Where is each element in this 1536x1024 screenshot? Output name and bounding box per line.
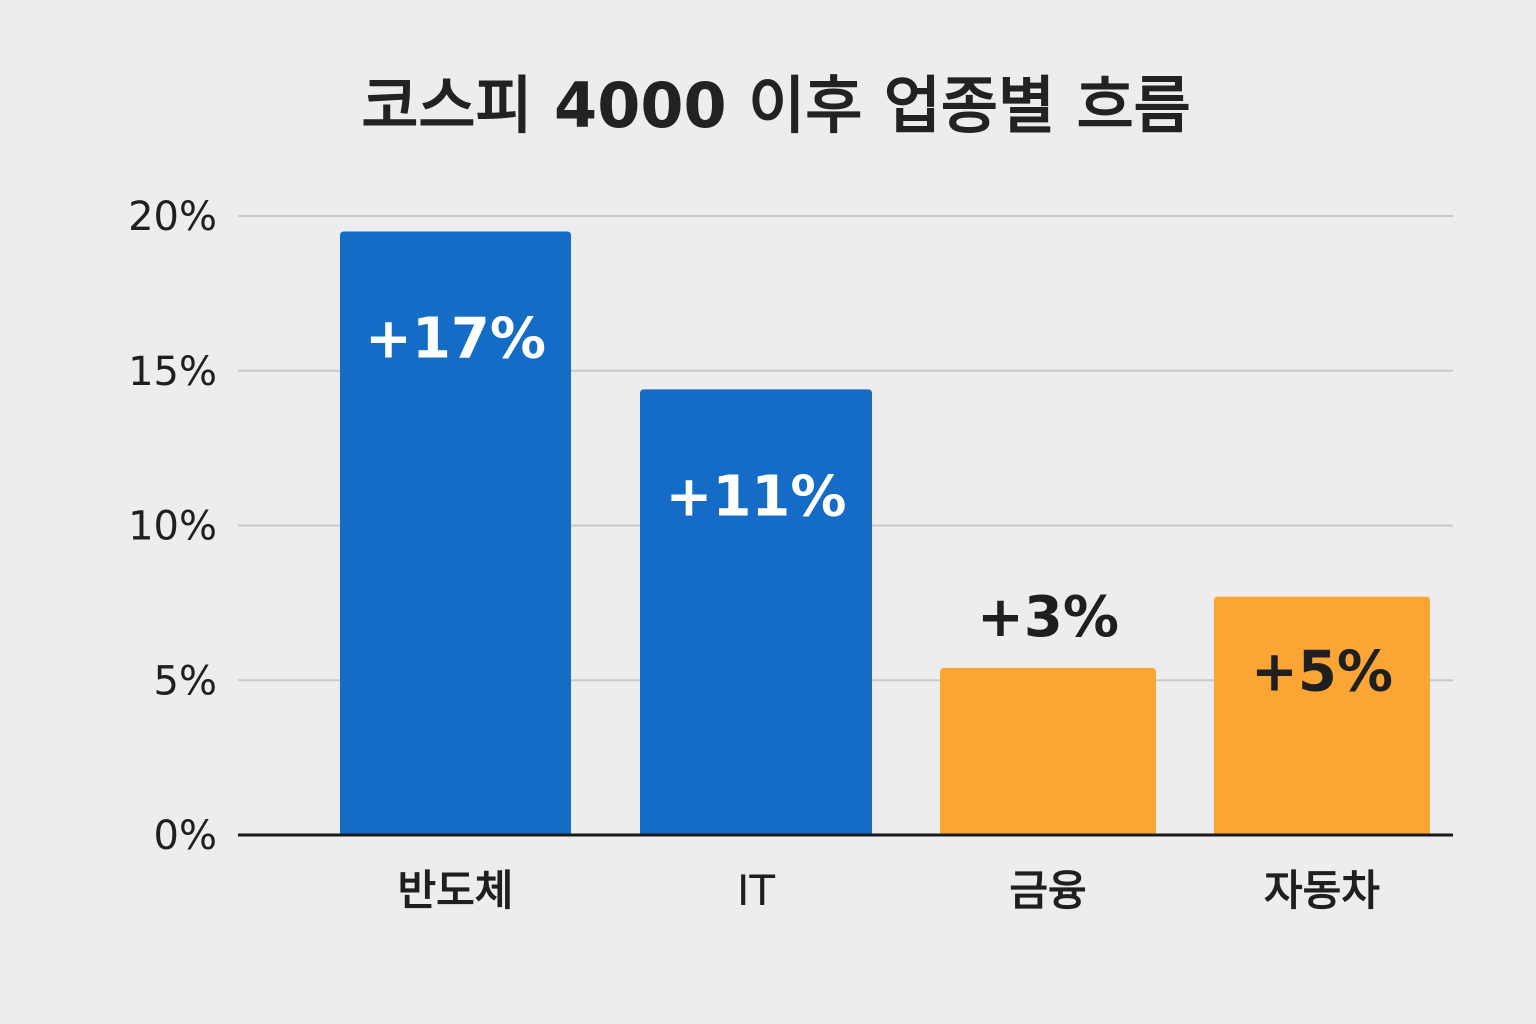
bars [340,231,1430,836]
bar [640,389,872,835]
y-tick-label: 10% [128,504,217,550]
x-tick-label: 금융 [1009,866,1086,915]
y-tick-label: 0% [154,813,217,859]
x-tick-label: 자동차 [1264,866,1380,915]
x-axis-ticks: 반도체 IT 금융 자동차 [398,866,1381,915]
data-label: +11% [666,464,847,529]
y-tick-label: 5% [154,658,217,704]
bar [340,231,571,836]
data-labels: +17% +11% +3% +5% [365,306,1393,704]
chart-title: 코스피 4000 이후 업종별 흐름 [361,69,1190,142]
y-tick-label: 15% [128,349,217,395]
bar [1214,596,1430,835]
x-tick-label: 반도체 [398,866,514,915]
y-axis-ticks: 0% 5% 10% 15% 20% [128,194,217,859]
data-label: +17% [365,306,546,371]
data-label: +5% [1251,640,1393,705]
x-tick-label: IT [737,866,775,915]
data-label: +3% [977,585,1119,650]
y-tick-label: 20% [128,194,217,240]
bar [940,667,1156,835]
